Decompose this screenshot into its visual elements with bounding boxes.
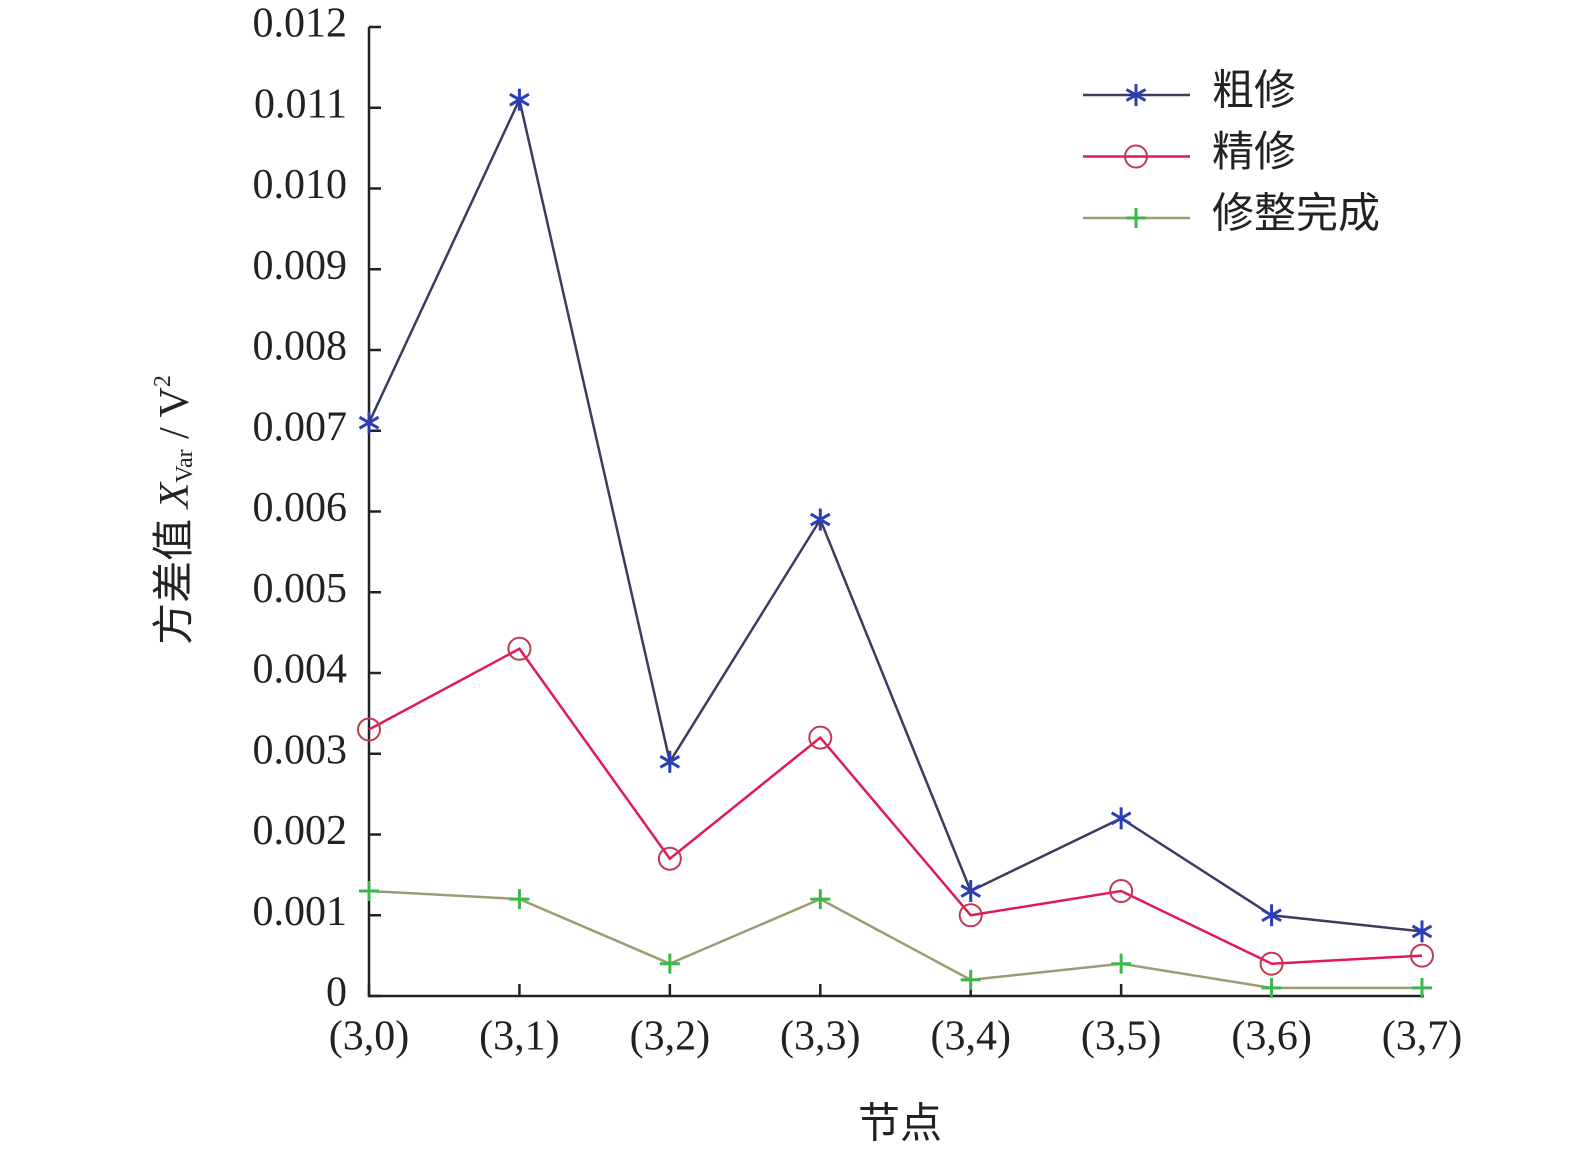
marker-shape (958, 903, 983, 928)
y-label-part: 方差值 (152, 508, 198, 645)
marker-shape (507, 636, 532, 661)
y-label-part: Var (172, 449, 198, 482)
marker-shape (358, 415, 380, 430)
marker (1412, 977, 1432, 998)
marker-shape (1261, 908, 1282, 923)
y-tick-label: 0.007 (253, 404, 348, 450)
marker (810, 889, 831, 910)
y-tick-label: 0.011 (254, 81, 347, 127)
marker (359, 881, 379, 902)
marker (958, 903, 983, 928)
series-line (367, 95, 1423, 933)
legend-label: 粗修 (1212, 69, 1296, 115)
y-tick-label: 0.012 (253, 1, 348, 47)
x-tick-label: (3,5) (1081, 1014, 1161, 1060)
y-tick-label: 0.004 (253, 647, 348, 693)
marker (960, 969, 981, 990)
marker (1109, 879, 1134, 904)
marker (1261, 904, 1282, 927)
marker-shape (1110, 811, 1132, 826)
y-tick-label: 0.002 (253, 808, 348, 854)
marker-shape (357, 717, 381, 742)
x-tick-label: (3,6) (1231, 1014, 1311, 1060)
marker-shape (659, 755, 681, 769)
y-tick-label: 0.009 (253, 243, 348, 289)
marker (509, 88, 530, 111)
marker-shape (1109, 879, 1134, 904)
legend-label: 修整完成 (1212, 191, 1380, 238)
x-axis-label: 节点 (858, 1102, 942, 1148)
marker (659, 750, 681, 773)
series-line (368, 889, 1422, 990)
y-label-part: / V (152, 387, 198, 449)
marker-shape (657, 846, 682, 871)
marker-shape (1124, 144, 1148, 169)
marker (1126, 208, 1146, 228)
y-tick-label: 0.010 (253, 162, 348, 208)
series-line (368, 647, 1423, 965)
y-tick-label: 0.003 (253, 727, 348, 773)
y-tick-label: 0.005 (253, 566, 348, 612)
y-axis-label: 方差值 XVar / V2 (150, 375, 198, 645)
x-tick-label: (3,2) (630, 1014, 710, 1060)
marker (1410, 943, 1434, 968)
x-tick-label: (3,3) (780, 1014, 860, 1060)
marker (1124, 144, 1148, 169)
legend-label: 精修 (1212, 130, 1296, 176)
marker-shape (1125, 88, 1147, 102)
y-label-part: 2 (150, 375, 176, 387)
y-tick-label: 0.006 (253, 485, 348, 531)
marker (1411, 920, 1433, 943)
marker-shape (509, 92, 530, 107)
x-tick-label: (3,4) (930, 1014, 1010, 1060)
marker (659, 953, 680, 974)
marker (1259, 951, 1284, 976)
marker (657, 846, 682, 871)
y-tick-label: 0 (326, 970, 347, 1016)
marker-shape (808, 725, 833, 750)
marker-shape (1410, 943, 1434, 968)
marker (1125, 84, 1147, 106)
marker (507, 636, 532, 661)
marker (358, 411, 380, 434)
marker (810, 508, 831, 531)
marker (357, 717, 381, 742)
y-tick-label: 0.001 (253, 889, 348, 935)
marker (1261, 977, 1282, 998)
marker (960, 880, 981, 903)
x-tick-label: (3,7) (1382, 1014, 1462, 1060)
marker (808, 725, 833, 750)
marker-shape (960, 884, 981, 898)
marker (509, 889, 530, 910)
y-tick-label: 0.008 (253, 324, 348, 370)
y-label-part: X (152, 480, 198, 510)
marker (1110, 807, 1132, 830)
marker-shape (1411, 924, 1433, 939)
marker (1111, 953, 1132, 974)
x-tick-label: (3,0) (329, 1014, 409, 1060)
marker-shape (810, 512, 831, 527)
x-tick-label: (3,1) (479, 1014, 559, 1060)
marker-shape (1259, 951, 1284, 976)
